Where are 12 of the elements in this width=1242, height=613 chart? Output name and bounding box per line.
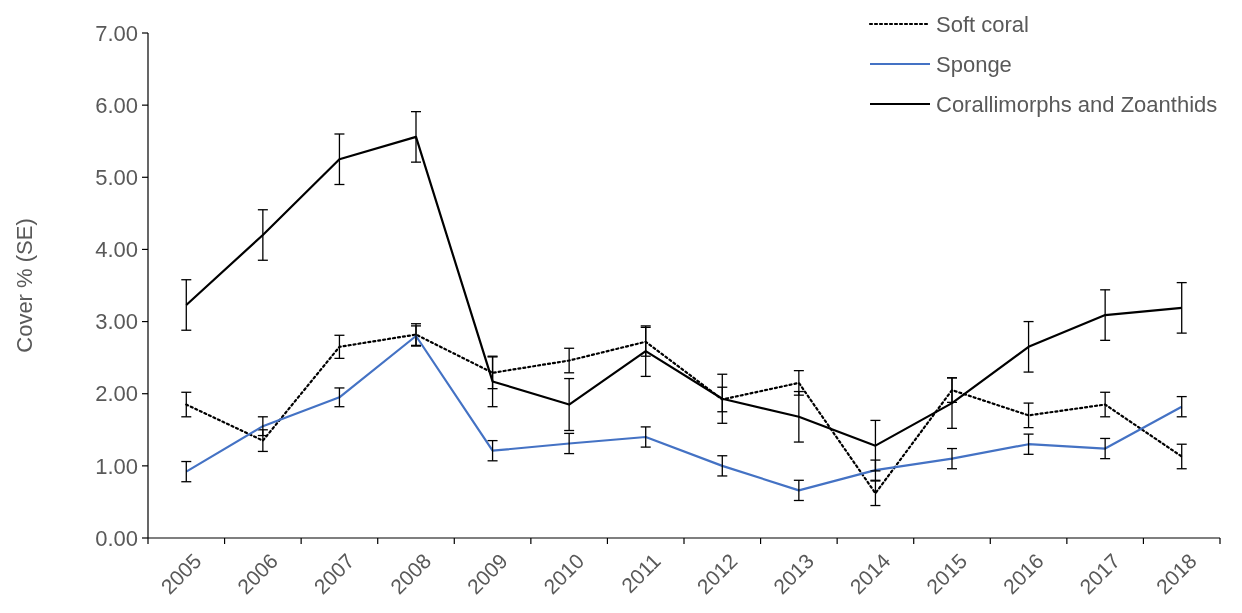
y-tick-label: 0.00 xyxy=(95,525,138,551)
legend-label: Soft coral xyxy=(936,11,1029,37)
y-tick-label: 5.00 xyxy=(95,164,138,190)
legend-label: Sponge xyxy=(936,51,1012,77)
legend-label: Corallimorphs and Zoanthids xyxy=(936,91,1218,117)
y-tick-label: 4.00 xyxy=(95,237,138,263)
y-tick-label: 7.00 xyxy=(95,20,138,46)
y-tick-label: 2.00 xyxy=(95,381,138,407)
y-tick-label: 6.00 xyxy=(95,92,138,118)
y-tick-label: 3.00 xyxy=(95,309,138,335)
y-axis-title: Cover % (SE) xyxy=(12,218,37,353)
y-tick-label: 1.00 xyxy=(95,453,138,479)
